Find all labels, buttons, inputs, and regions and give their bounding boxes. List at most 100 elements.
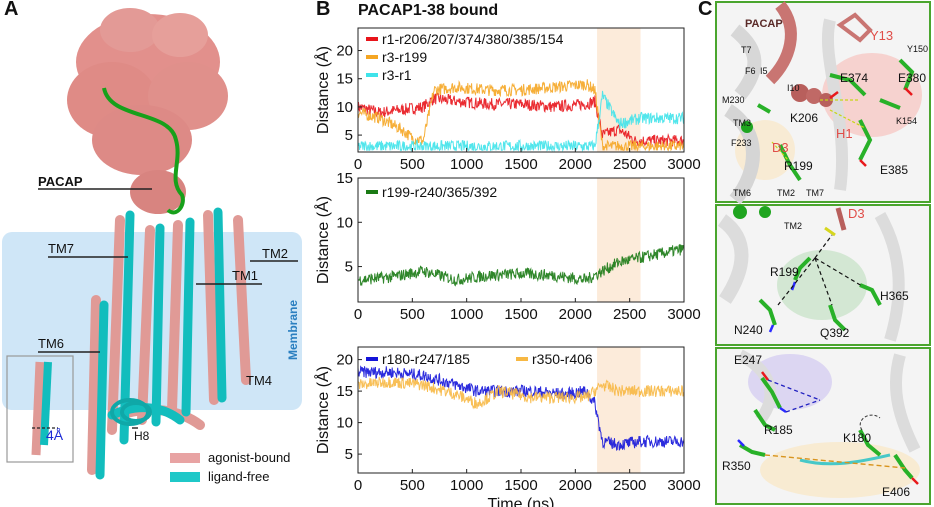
legend-swatch-agonist: [170, 453, 200, 463]
label-f6: F6: [745, 66, 756, 76]
shift-label: 4Å: [46, 427, 64, 443]
x-tick-label: 500: [400, 306, 425, 323]
x-tick-label: 2500: [613, 306, 646, 323]
label-tm2-top: TM2: [777, 188, 795, 198]
membrane-region: [2, 232, 302, 410]
x-axis-label: Time (ns): [488, 496, 555, 507]
tm6-label: TM6: [38, 336, 64, 351]
label-f233: F233: [731, 138, 752, 148]
label-t7: T7: [741, 45, 752, 55]
legend-label: r199-r240/365/392: [382, 184, 497, 200]
tm2-label: TM2: [262, 246, 288, 261]
label-pacap: PACAP: [745, 18, 783, 30]
legend-label: r1-r206/207/374/380/385/154: [382, 31, 564, 47]
y-tick-label: 15: [336, 170, 353, 187]
tm7-label: TM7: [48, 241, 74, 256]
y-tick-label: 20: [336, 352, 353, 369]
h8-label: H8: [134, 429, 150, 443]
x-tick-label: 1500: [504, 306, 537, 323]
y-tick-label: 15: [336, 383, 353, 400]
x-tick-label: 2500: [613, 477, 646, 494]
x-tick-label: 2000: [559, 477, 592, 494]
highlight-span: [597, 347, 641, 473]
y-axis-label: Distance (Å): [313, 46, 332, 134]
legend-label-agonist: agonist-bound: [208, 450, 290, 465]
panel-c-letter: C: [698, 0, 713, 20]
label-r199: R199: [784, 159, 813, 173]
legend-swatch-free: [170, 472, 200, 482]
panel-b-title: PACAP1-38 bound: [358, 2, 499, 19]
tm6-inset-helix-agonist: [31, 361, 45, 456]
x-tick-label: 0: [354, 306, 362, 323]
tm6-inset-helix-free: [40, 361, 52, 446]
x-tick-label: 1000: [450, 477, 483, 494]
x-tick-label: 500: [400, 156, 425, 173]
label-y150: Y150: [907, 44, 928, 54]
y-tick-label: 10: [336, 99, 353, 116]
h8-coil: [110, 398, 152, 426]
x-tick-label: 1000: [450, 156, 483, 173]
label-tm7: TM7: [806, 188, 824, 198]
legend-label: r180-r247/185: [382, 351, 470, 367]
series-line-1-0: [357, 243, 685, 287]
series-line-2-0: [357, 365, 685, 451]
x-tick-label: 2500: [613, 156, 646, 173]
x-tick-label: 3000: [667, 306, 700, 323]
label-e406: E406: [882, 485, 910, 499]
panel-c-top: PACAP Y13 Y150 T7 F6 I5 I10 E374 E380 M2…: [715, 1, 931, 205]
x-tick-label: 500: [400, 477, 425, 494]
label-i10: I10: [787, 83, 800, 93]
label-n240: N240: [734, 323, 763, 337]
x-tick-label: 0: [354, 477, 362, 494]
label-e374: E374: [840, 71, 868, 85]
label-m230: M230: [722, 95, 745, 105]
legend-label-free: ligand-free: [208, 469, 269, 484]
y-tick-label: 10: [336, 214, 353, 231]
tm1-label: TM1: [232, 268, 258, 283]
membrane-label: Membrane: [286, 300, 300, 360]
series-line-0-1: [357, 79, 685, 152]
peptide-ribbon: [102, 87, 185, 215]
series-line-2-1: [357, 376, 685, 410]
panel-c-middle: D3 TM2 R199 H365 N240 Q392: [715, 204, 931, 346]
y-axis-label: Distance (Å): [313, 366, 332, 454]
y-tick-label: 5: [345, 127, 353, 144]
label-r350: R350: [722, 459, 751, 473]
label-y13: Y13: [870, 28, 893, 43]
helices-ligand-free: [95, 207, 227, 480]
y-axis-label: Distance (Å): [313, 196, 332, 284]
label-k206: K206: [790, 111, 818, 125]
label-i5: I5: [760, 66, 768, 76]
x-tick-label: 1500: [504, 477, 537, 494]
y-tick-label: 15: [336, 71, 353, 88]
x-tick-label: 2000: [559, 306, 592, 323]
label-tm2-mid: TM2: [784, 221, 802, 231]
legend-label: r3-r199: [382, 49, 427, 65]
x-tick-label: 0: [354, 156, 362, 173]
label-h365: H365: [880, 289, 909, 303]
x-tick-label: 2000: [559, 156, 592, 173]
legend-label: r350-r406: [532, 351, 593, 367]
x-tick-label: 3000: [667, 477, 700, 494]
series-line-0-0: [357, 92, 685, 148]
highlight-span: [597, 178, 641, 302]
x-tick-label: 1000: [450, 306, 483, 323]
panel-b-letter: B: [316, 0, 331, 20]
y-tick-label: 5: [345, 259, 353, 276]
label-q392: Q392: [820, 326, 850, 340]
label-tm6: TM6: [733, 188, 751, 198]
peptide-label: PACAP: [38, 174, 83, 189]
panel-b-charts: 0 500 1000 1500 2000 2500 30005101520Distance …: [313, 27, 701, 507]
label-k154: K154: [896, 116, 917, 126]
label-k180: K180: [843, 431, 871, 445]
legend-label: r3-r1: [382, 67, 412, 83]
x-tick-label: 1500: [504, 156, 537, 173]
label-e247: E247: [734, 353, 762, 367]
label-e385: E385: [880, 163, 908, 177]
label-r185: R185: [764, 423, 793, 437]
label-d3: D3: [772, 140, 789, 155]
label-d3-mid: D3: [848, 206, 865, 221]
y-tick-label: 5: [345, 446, 353, 463]
tm4-label: TM4: [246, 373, 272, 388]
